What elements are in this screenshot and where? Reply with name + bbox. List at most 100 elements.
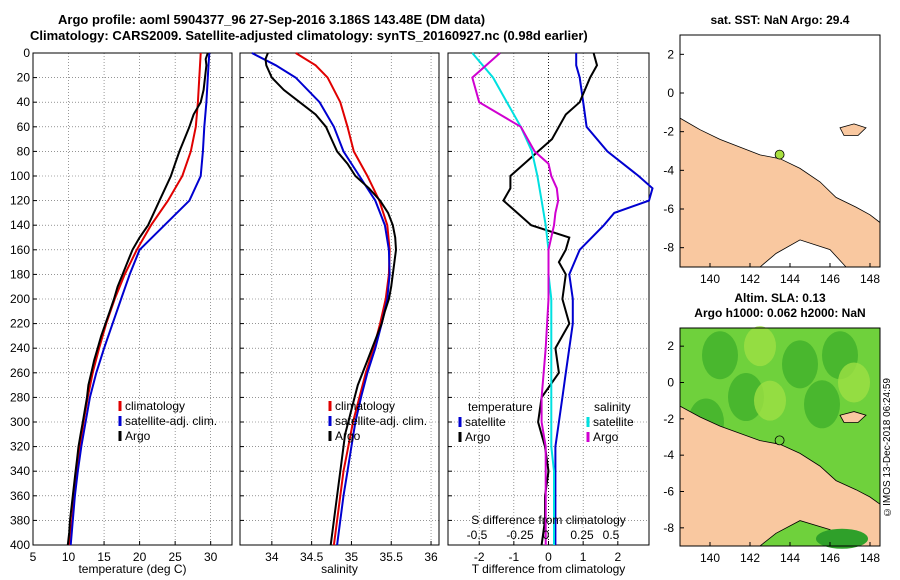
x-tick-label-salinity: -0.5 [467,528,488,542]
legend-label: climatology [335,399,395,413]
landmass-new-guinea [679,117,881,268]
map-y-tick-label: -4 [663,163,674,177]
series-line-argo [66,52,209,546]
x-tick-label: 15 [97,550,111,564]
map-y-tick-label: -2 [663,412,674,426]
x-tick-label: 30 [204,550,218,564]
map-x-tick-label: 144 [780,272,800,286]
y-tick-label: 180 [10,267,30,281]
x-tick-label: 36 [424,550,438,564]
sla-anomaly-patch [804,380,840,429]
sla-anomaly-patch [838,362,870,403]
y-tick-label: 60 [17,120,31,134]
legend-title-temperature: temperature [468,400,533,414]
y-tick-label: 300 [10,415,30,429]
series-line-satellite [69,52,211,546]
x-tick-label-salinity: -0.25 [506,528,534,542]
y-tick-label: 340 [10,464,30,478]
legend-label: satellite [465,415,506,429]
x-axis-label: temperature (deg C) [78,562,186,576]
y-tick-label: 0 [23,46,30,60]
y-tick-label: 80 [17,144,31,158]
x-axis-label-salinity: S difference from climatology [471,513,626,527]
x-tick-label: 34.5 [300,550,324,564]
y-tick-label: 220 [10,317,30,331]
series-line-climatology [68,52,202,546]
island [839,411,867,423]
y-tick-label: 120 [10,194,30,208]
x-tick-label: 20 [133,550,147,564]
map-x-tick-label: 142 [740,551,760,565]
sla-anomaly-patch [754,380,786,421]
island [839,123,867,136]
y-tick-label: 100 [10,169,30,183]
y-tick-label: 240 [10,341,30,355]
legend-label: climatology [125,399,185,413]
map-x-tick-label: 146 [820,272,840,286]
x-tick-label: 10 [62,550,76,564]
legend-label: Argo [335,429,361,443]
series-line-t-satellite [554,53,654,545]
argo-position-marker [774,149,785,160]
legend-title-salinity: salinity [594,400,631,414]
map-frame [679,327,881,547]
map-title-line2: Argo h1000: 0.062 h2000: NaN [694,306,865,320]
map-y-tick-label: -2 [663,125,674,139]
map-y-tick-label: -8 [663,241,674,255]
series-line-argo [264,52,398,546]
y-tick-label: 260 [10,366,30,380]
legend-label: Argo [465,430,491,444]
x-tick-label: 1 [580,550,587,564]
argo-position-marker [774,435,785,446]
y-tick-label: 200 [10,292,30,306]
imos-timestamp: ©IMOS 13-Dec-2018 06:24:59 [882,378,893,517]
sla-anomaly-patch [782,340,818,389]
profile-panel-1: 5 10 15 20 25 3002040608010012014016018020022… [10,46,233,576]
profile-panel-2: 34 34.5 35 35.5 36 salinity climatologysatelli… [239,52,440,576]
series-line-satellite [251,52,391,546]
map-title: Altim. SLA: 0.13 [734,291,826,305]
map-y-tick-label: -6 [663,485,674,499]
map-x-tick-label: 146 [820,551,840,565]
y-tick-label: 20 [17,71,31,85]
x-tick-label: -2 [474,550,485,564]
map-x-tick-label: 140 [700,551,720,565]
map-x-tick-label: 148 [860,551,880,565]
y-tick-label: 140 [10,218,30,232]
legend-label: Argo [593,430,619,444]
map-title: sat. SST: NaN Argo: 29.4 [711,13,850,27]
map-panel-2: 140 142 144 146 148 2 0 -2 -4 -6 -8 Altim. SLA: 0.1… [663,291,881,565]
map-frame [679,34,881,268]
map-x-tick-label: 148 [860,272,880,286]
map-x-tick-label: 144 [780,551,800,565]
legend-label: satellite [593,415,634,429]
y-tick-label: 380 [10,513,30,527]
y-tick-label: 400 [10,538,30,552]
map-x-tick-label: 140 [700,272,720,286]
legend-label: satellite-adj. clim. [125,414,217,428]
landmass-new-guinea [679,405,881,547]
x-tick-label-salinity: 0.5 [603,528,620,542]
x-tick-label: 34 [265,550,279,564]
title-line2: Climatology: CARS2009. Satellite-adjuste… [30,28,588,43]
x-tick-label-salinity: 0.25 [570,528,594,542]
map-y-tick-label: 0 [667,376,674,390]
profile-panel-3: -2 -1 0 1 2T difference from climatology S di… [447,52,654,576]
map-panel-1: 140 142 144 146 148 2 0 -2 -4 -6 -8 sat. SST: NaN A… [663,13,881,286]
legend-label: satellite-adj. clim. [335,414,427,428]
y-tick-label: 280 [10,390,30,404]
map-y-tick-label: -8 [663,521,674,535]
series-line-s-argo [471,52,560,545]
sla-anomaly-patch [744,326,776,367]
x-axis-label: salinity [321,562,358,576]
x-axis-label: T difference from climatology [472,562,626,576]
sla-anomaly-patch [702,331,738,380]
map-y-tick-label: 0 [667,86,674,100]
y-tick-label: 160 [10,243,30,257]
sla-anomaly-patch [728,373,764,422]
x-tick-label: -1 [509,550,520,564]
x-tick-label: 2 [614,550,621,564]
map-x-tick-label: 142 [740,272,760,286]
series-line-climatology [295,52,391,546]
